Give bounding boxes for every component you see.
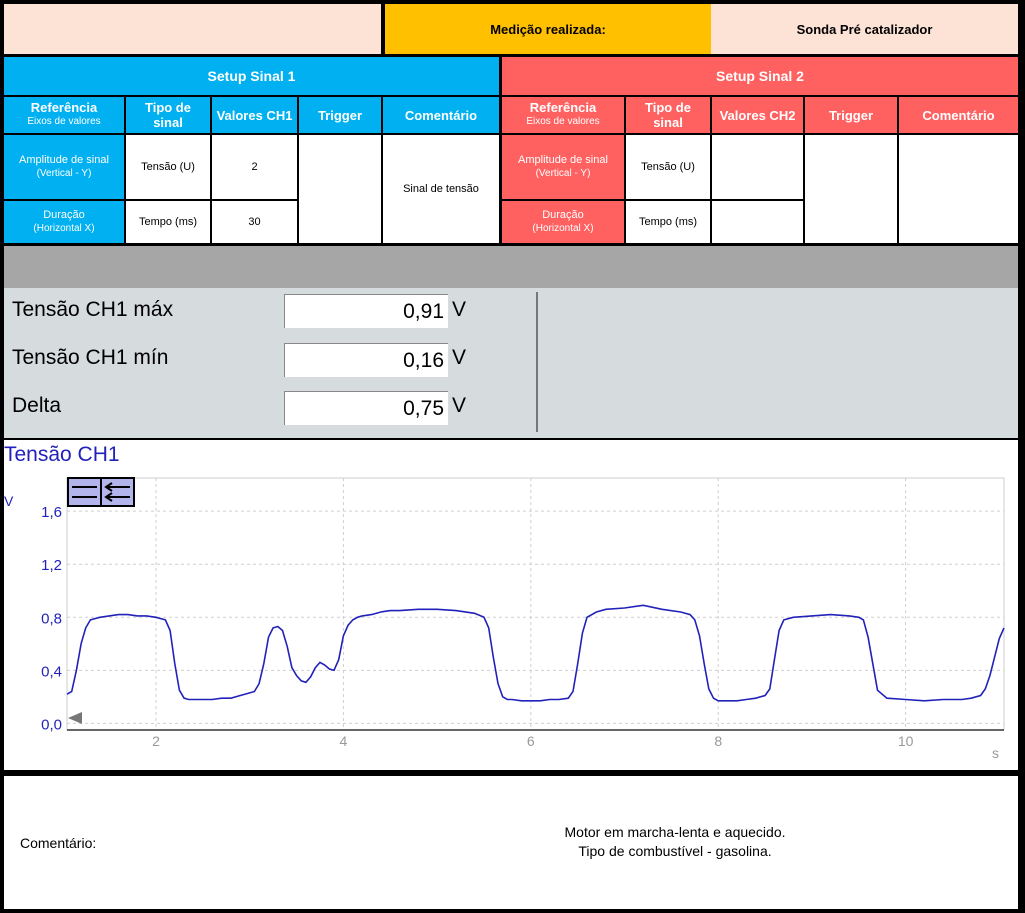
measurement-label-min: Tensão CH1 mín bbox=[12, 346, 169, 369]
setup1-title: Setup Sinal 1 bbox=[4, 57, 499, 95]
chart-x-axis-unit: s bbox=[992, 745, 999, 761]
voltage-chart: Tensão CH1 V s 0,0 0,4 0,8 1,2 1,6 2 4 6 8 10 bbox=[4, 443, 1005, 761]
setup1-amplitude-valor[interactable]: 2 bbox=[212, 135, 297, 199]
measurement-label: Medição realizada: bbox=[385, 4, 711, 54]
setup2-valores-header: Valores CH2 bbox=[712, 97, 803, 133]
setup1-duracao-valor[interactable]: 30 bbox=[212, 201, 297, 243]
chart-title: Tensão CH1 bbox=[4, 443, 120, 466]
setup2-comment-cell[interactable] bbox=[899, 135, 1018, 243]
comment-label: Comentário: bbox=[20, 835, 97, 851]
setup2-ref-header: Referência Eixos de valores bbox=[502, 97, 624, 133]
chart-ticks: 0,0 0,4 0,8 1,2 1,6 2 4 6 8 10 bbox=[41, 504, 913, 749]
zoom-toolbar-icon[interactable] bbox=[67, 477, 135, 507]
zero-level-marker-icon[interactable] bbox=[68, 712, 82, 724]
setup1-duracao-sub: (Horizontal X) bbox=[33, 223, 95, 234]
chart-y-tick-label: 1,6 bbox=[41, 504, 62, 521]
comment-text: Motor em marcha-lenta e aquecido. Tipo d… bbox=[330, 823, 1020, 861]
setup2-row-duracao-label: Duração (Horizontal X) bbox=[502, 201, 624, 243]
measurement-panel bbox=[4, 288, 1018, 438]
setup2-duracao-sub: (Horizontal X) bbox=[532, 223, 594, 234]
chart-y-tick-label: 0,8 bbox=[41, 610, 62, 627]
measurement-value-delta[interactable]: 0,75 bbox=[284, 391, 448, 425]
setup2-comentario-header: Comentário bbox=[899, 97, 1018, 133]
setup1-ref-title: Referência bbox=[30, 100, 98, 115]
chart-x-tick-label: 2 bbox=[152, 733, 160, 749]
chart-y-tick-label: 0,4 bbox=[41, 663, 62, 680]
setup2-trigger-cell[interactable] bbox=[805, 135, 897, 243]
setup2-amplitude-valor[interactable] bbox=[712, 135, 803, 199]
setup2-trigger-header: Trigger bbox=[805, 97, 897, 133]
measurement-unit-min: V bbox=[452, 346, 467, 369]
measurement-label-max: Tensão CH1 máx bbox=[12, 298, 174, 321]
measurement-value: Sonda Pré catalizador bbox=[711, 4, 1018, 54]
setup1-amplitude-text: Amplitude de sinal bbox=[19, 154, 109, 166]
chart-y-axis-unit: V bbox=[4, 493, 14, 509]
chart-x-tick-label: 8 bbox=[714, 733, 722, 749]
measurement-unit-delta: V bbox=[452, 394, 467, 417]
setup1-valores-header: Valores CH1 bbox=[212, 97, 297, 133]
measurement-panel-divider bbox=[536, 292, 538, 432]
chart-series-line bbox=[66, 604, 1005, 702]
measurement-unit-max: V bbox=[452, 298, 467, 321]
chart-plot-frame bbox=[66, 477, 1005, 731]
chart-grid bbox=[66, 477, 1005, 731]
setup1-comment-cell[interactable]: Sinal de tensão bbox=[383, 135, 499, 243]
setup2-ref-sub: Eixos de valores bbox=[526, 116, 600, 127]
measurement-value-max[interactable]: 0,91 bbox=[284, 294, 448, 328]
setup1-trigger-header: Trigger bbox=[299, 97, 381, 133]
setup1-row-amplitude-label: Amplitude de sinal (Vertical - Y) bbox=[4, 135, 124, 199]
setup2-duracao-valor[interactable] bbox=[712, 201, 803, 243]
comment-line-1: Motor em marcha-lenta e aquecido. bbox=[564, 824, 786, 840]
top-empty-cell bbox=[4, 4, 381, 54]
chart-x-tick-label: 10 bbox=[898, 733, 914, 749]
chart-section: Tensão CH1 V s 0,0 0,4 0,8 1,2 1,6 2 4 6 8 10 bbox=[4, 440, 1018, 770]
setup1-amplitude-tipo: Tensão (U) bbox=[126, 135, 210, 199]
setup1-trigger-cell[interactable] bbox=[299, 135, 381, 243]
chart-y-tick-label: 0,0 bbox=[41, 716, 62, 733]
setup1-amplitude-sub: (Vertical - Y) bbox=[36, 168, 92, 179]
chart-x-tick-label: 4 bbox=[340, 733, 348, 749]
setup2-amplitude-sub: (Vertical - Y) bbox=[535, 168, 591, 179]
setup2-tipo-header: Tipo de sinal bbox=[626, 97, 710, 133]
setup1-tipo-header: Tipo de sinal bbox=[126, 97, 210, 133]
setup1-ref-header: Referência Eixos de valores bbox=[4, 97, 124, 133]
setup2-title: Setup Sinal 2 bbox=[502, 57, 1018, 95]
setup2-duracao-text: Duração bbox=[542, 209, 584, 221]
setup1-duracao-tipo: Tempo (ms) bbox=[126, 201, 210, 243]
measurement-label-delta: Delta bbox=[12, 394, 62, 417]
setup2-ref-title: Referência bbox=[529, 100, 597, 115]
chart-x-tick-label: 6 bbox=[527, 733, 535, 749]
measurement-value-min[interactable]: 0,16 bbox=[284, 343, 448, 377]
grey-separator-band bbox=[4, 246, 1018, 288]
setup1-row-duracao-label: Duração (Horizontal X) bbox=[4, 201, 124, 243]
comment-section bbox=[4, 776, 1018, 909]
comment-line-2: Tipo de combustível - gasolina. bbox=[578, 843, 772, 859]
setup1-ref-sub: Eixos de valores bbox=[27, 116, 101, 127]
setup2-amplitude-tipo: Tensão (U) bbox=[626, 135, 710, 199]
chart-y-tick-label: 1,2 bbox=[41, 557, 62, 574]
setup2-amplitude-text: Amplitude de sinal bbox=[518, 154, 608, 166]
setup2-duracao-tipo: Tempo (ms) bbox=[626, 201, 710, 243]
setup1-duracao-text: Duração bbox=[43, 209, 85, 221]
setup1-comentario-header: Comentário bbox=[383, 97, 499, 133]
setup2-row-amplitude-label: Amplitude de sinal (Vertical - Y) bbox=[502, 135, 624, 199]
